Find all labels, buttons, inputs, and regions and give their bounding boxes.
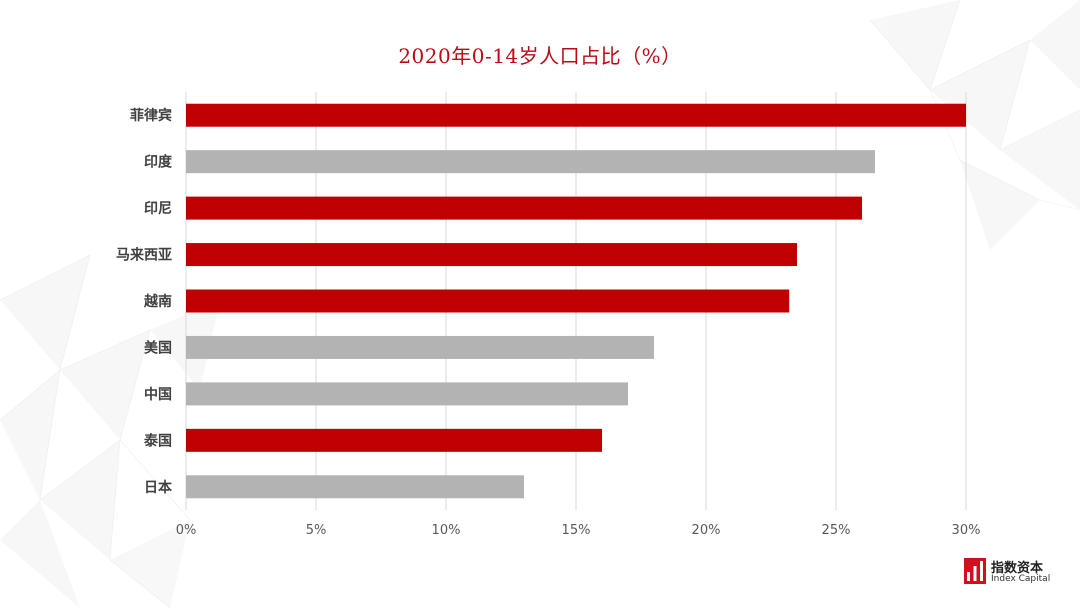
x-tick-label: 0% <box>176 523 197 538</box>
category-label: 印度 <box>144 154 173 171</box>
category-label: 美国 <box>144 339 172 356</box>
category-label: 泰国 <box>143 432 172 449</box>
bar <box>186 475 524 499</box>
logo-name-en: Index Capital <box>991 574 1051 584</box>
category-label: 菲律宾 <box>130 107 172 124</box>
bars <box>186 103 966 499</box>
chart-title: 2020年0-14岁人口占比（%） <box>398 44 682 68</box>
bar <box>186 243 797 267</box>
bar <box>186 335 654 359</box>
bar <box>186 428 602 452</box>
x-tick-label: 20% <box>692 523 721 538</box>
category-label: 日本 <box>144 479 173 496</box>
bar <box>186 289 790 313</box>
bar <box>186 103 966 127</box>
x-tick-label: 15% <box>562 523 591 538</box>
x-tick-labels: 0% 5% 10% 15% 20% 25% 30% <box>176 523 981 538</box>
x-tick-label: 10% <box>432 523 461 538</box>
x-tick-label: 5% <box>306 523 327 538</box>
category-label: 印尼 <box>144 200 172 217</box>
category-label: 马来西亚 <box>116 248 172 264</box>
bar <box>186 150 875 174</box>
x-tick-label: 25% <box>822 523 851 538</box>
bar <box>186 382 628 406</box>
logo-name-cn: 指数资本 <box>991 561 1044 576</box>
bar <box>186 196 862 220</box>
category-label: 中国 <box>144 386 172 403</box>
index-capital-logo-icon <box>964 558 986 584</box>
index-capital-logo: 指数资本 Index Capital <box>964 556 1064 588</box>
category-label: 越南 <box>143 293 172 310</box>
x-tick-label: 30% <box>952 523 981 538</box>
